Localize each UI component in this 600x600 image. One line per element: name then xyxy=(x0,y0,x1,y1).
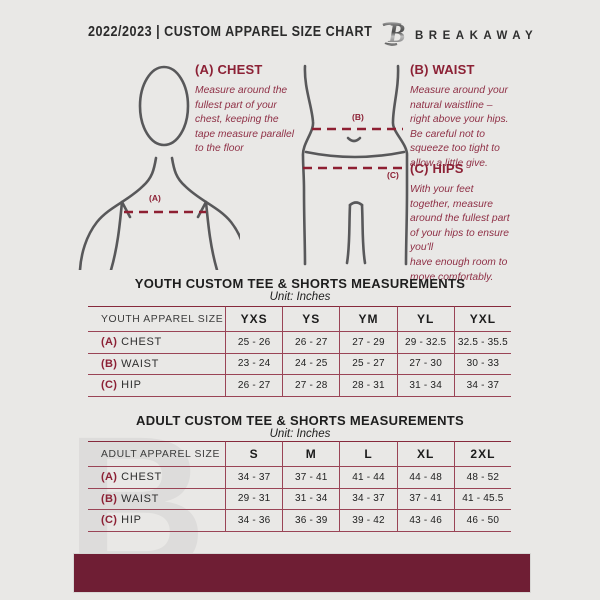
adult-col-s: S xyxy=(225,441,283,467)
hips-body-text: With your feet together, measure around … xyxy=(410,184,510,283)
adult-size-label-cell: ADULT APPAREL SIZE xyxy=(88,441,225,467)
youth-size-table: YOUTH APPAREL SIZE YXS YS YM YL YXL (A) C… xyxy=(88,306,511,397)
youth-waist-yxs: 23 - 24 xyxy=(225,353,283,375)
hips-line-label: (C) xyxy=(387,170,399,180)
adult-waist-s: 29 - 31 xyxy=(225,488,283,510)
adult-chest-s: 34 - 37 xyxy=(225,467,283,489)
hips-heading: (C) HIPS xyxy=(410,161,464,176)
adult-hip-m: 36 - 39 xyxy=(282,510,340,532)
youth-col-ym: YM xyxy=(339,306,397,332)
youth-size-label: YOUTH APPAREL SIZE xyxy=(101,313,224,325)
youth-waist-label: (B) WAIST xyxy=(88,354,225,375)
waist-hips-diagram-figure xyxy=(301,64,409,266)
page-title: 2022/2023 | CUSTOM APPAREL SIZE CHART xyxy=(88,23,373,40)
youth-chest-yl: 29 - 32.5 xyxy=(396,332,454,354)
youth-col-yl: YL xyxy=(396,306,454,332)
youth-table-unit: Unit: Inches xyxy=(269,291,331,303)
youth-hip-yl: 31 - 34 xyxy=(396,375,454,397)
adult-table-title: ADULT CUSTOM TEE & SHORTS MEASUREMENTS xyxy=(136,413,464,428)
chest-body-text: Measure around the fullest part of your … xyxy=(195,85,295,155)
adult-table-unit: Unit: Inches xyxy=(269,428,331,440)
svg-text:B: B xyxy=(387,19,405,48)
youth-col-ys: YS xyxy=(282,306,340,332)
adult-waist-l: 34 - 37 xyxy=(339,488,397,510)
chest-instructions: (A) CHEST Measure around the fullest par… xyxy=(195,62,320,157)
adult-waist-xl: 37 - 41 xyxy=(396,488,454,510)
adult-hip-l: 39 - 42 xyxy=(339,510,397,532)
waist-body-text: Measure around your natural waistline – … xyxy=(410,85,509,170)
youth-chest-ym: 27 - 29 xyxy=(339,332,397,354)
adult-hip-label: (C) HIP xyxy=(88,510,225,532)
youth-chest-yxs: 25 - 26 xyxy=(225,332,283,354)
youth-hip-yxl: 34 - 37 xyxy=(453,375,511,397)
youth-hip-label: (C) HIP xyxy=(88,375,225,397)
waist-instructions: (B) WAIST Measure around your natural wa… xyxy=(410,62,535,172)
breakaway-b-logo-icon: B xyxy=(382,18,408,53)
youth-waist-yxl: 30 - 33 xyxy=(453,353,511,375)
adult-chest-2xl: 48 - 52 xyxy=(453,467,511,489)
adult-chest-xl: 44 - 48 xyxy=(396,467,454,489)
youth-waist-yl: 27 - 30 xyxy=(396,353,454,375)
youth-table-title: YOUTH CUSTOM TEE & SHORTS MEASUREMENTS xyxy=(134,276,466,291)
youth-hip-ys: 27 - 28 xyxy=(282,375,340,397)
youth-waist-ym: 25 - 27 xyxy=(339,353,397,375)
youth-col-yxl: YXL xyxy=(453,306,511,332)
footer-bar xyxy=(73,553,531,593)
adult-chest-l: 41 - 44 xyxy=(339,467,397,489)
adult-hip-xl: 43 - 46 xyxy=(396,510,454,532)
waist-line-label: (B) xyxy=(352,112,364,122)
waist-heading: (B) WAIST xyxy=(410,62,475,77)
adult-hip-s: 34 - 36 xyxy=(225,510,283,532)
youth-chest-yxl: 32.5 - 35.5 xyxy=(453,332,511,354)
youth-hip-ym: 28 - 31 xyxy=(339,375,397,397)
brand-lockup: B BREAKAWAY xyxy=(382,18,538,53)
adult-chest-label: (A) CHEST xyxy=(88,467,225,489)
youth-waist-ys: 24 - 25 xyxy=(282,353,340,375)
adult-col-xl: XL xyxy=(396,441,454,467)
adult-waist-label: (B) WAIST xyxy=(88,489,225,510)
hips-instructions: (C) HIPS With your feet together, measur… xyxy=(410,161,538,285)
adult-size-label: ADULT APPAREL SIZE xyxy=(101,448,220,460)
adult-col-2xl: 2XL xyxy=(453,441,511,467)
brand-name: BREAKAWAY xyxy=(415,29,539,42)
youth-col-yxs: YXS xyxy=(225,306,283,332)
adult-waist-2xl: 41 - 45.5 xyxy=(453,488,511,510)
adult-hip-2xl: 46 - 50 xyxy=(453,510,511,532)
adult-col-l: L xyxy=(339,441,397,467)
youth-size-label-cell: YOUTH APPAREL SIZE xyxy=(88,306,225,332)
adult-waist-m: 31 - 34 xyxy=(282,488,340,510)
chest-diagram-figure xyxy=(78,65,240,270)
adult-size-table: ADULT APPAREL SIZE S M L XL 2XL (A) CHEST… xyxy=(88,441,511,532)
adult-chest-m: 37 - 41 xyxy=(282,467,340,489)
adult-col-m: M xyxy=(282,441,340,467)
chest-line-label: (A) xyxy=(149,193,161,203)
chest-heading: (A) CHEST xyxy=(195,62,263,77)
youth-hip-yxs: 26 - 27 xyxy=(225,375,283,397)
youth-chest-ys: 26 - 27 xyxy=(282,332,340,354)
youth-chest-label: (A) CHEST xyxy=(88,332,225,354)
